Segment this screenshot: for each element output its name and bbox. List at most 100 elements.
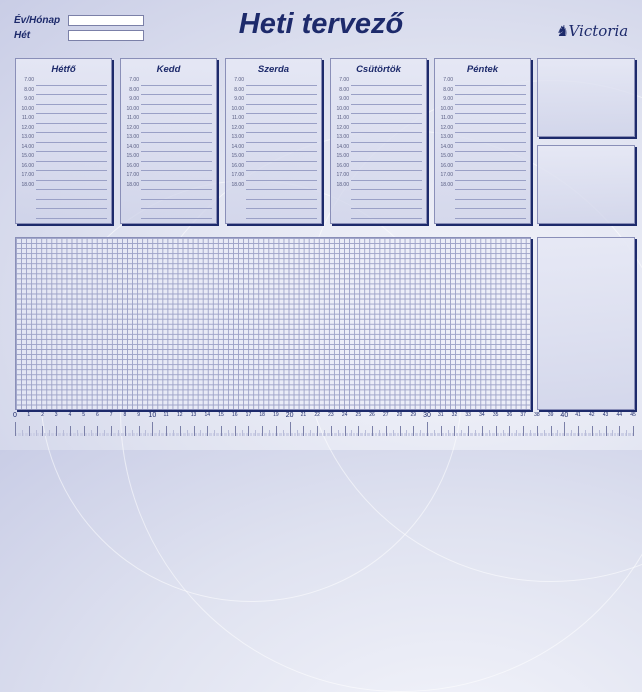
ruler-mm-tick <box>281 433 283 436</box>
ruler-tick <box>454 426 456 436</box>
time-row[interactable]: 18.00 <box>121 182 216 192</box>
time-row[interactable]: 14.00 <box>331 144 426 154</box>
time-row[interactable]: 9.00 <box>226 96 321 106</box>
time-row[interactable]: 17.00 <box>226 172 321 182</box>
time-row[interactable]: 16.00 <box>331 163 426 173</box>
time-row[interactable]: 7.00 <box>331 77 426 87</box>
time-row[interactable]: 15.00 <box>226 153 321 163</box>
time-row[interactable]: 12.00 <box>16 125 111 135</box>
day-column-4[interactable]: Péntek 7.00 8.00 9.00 10.00 11.00 12.00 13.00 14… <box>434 58 531 224</box>
time-row[interactable]: 15.00 <box>331 153 426 163</box>
time-row[interactable]: 11.00 <box>331 115 426 125</box>
time-row[interactable] <box>226 201 321 211</box>
ruler-mm-tick <box>453 433 455 436</box>
grid-area[interactable] <box>15 237 531 410</box>
time-row[interactable]: 9.00 <box>16 96 111 106</box>
time-row[interactable]: 11.00 <box>435 115 530 125</box>
time-row[interactable]: 8.00 <box>121 87 216 97</box>
time-row[interactable] <box>16 191 111 201</box>
time-row[interactable]: 16.00 <box>16 163 111 173</box>
time-row[interactable]: 18.00 <box>331 182 426 192</box>
time-row[interactable]: 13.00 <box>226 134 321 144</box>
time-row[interactable]: 13.00 <box>16 134 111 144</box>
time-row[interactable] <box>331 201 426 211</box>
time-row[interactable] <box>226 210 321 220</box>
time-row[interactable]: 12.00 <box>121 125 216 135</box>
ruler-mm-tick <box>615 433 617 436</box>
time-row[interactable]: 9.00 <box>331 96 426 106</box>
ruler-mm-tick <box>80 433 82 436</box>
day-column-2[interactable]: Szerda 7.00 8.00 9.00 10.00 11.00 12.00 13.00 14… <box>225 58 322 224</box>
time-row[interactable]: 7.00 <box>121 77 216 87</box>
week-field[interactable] <box>68 30 144 41</box>
ruler-mm-tick <box>230 433 232 436</box>
time-row[interactable]: 12.00 <box>226 125 321 135</box>
time-row[interactable]: 10.00 <box>435 106 530 116</box>
time-row[interactable]: 12.00 <box>331 125 426 135</box>
time-row[interactable]: 7.00 <box>435 77 530 87</box>
time-row[interactable]: 14.00 <box>16 144 111 154</box>
time-row[interactable] <box>226 191 321 201</box>
writing-line <box>141 94 212 95</box>
time-row[interactable]: 9.00 <box>121 96 216 106</box>
ruler-mm-tick <box>583 433 585 436</box>
year-month-field[interactable] <box>68 15 144 26</box>
time-row[interactable]: 13.00 <box>331 134 426 144</box>
ruler-tick <box>296 430 298 436</box>
ruler-mm-tick <box>34 433 36 436</box>
time-row[interactable]: 14.00 <box>435 144 530 154</box>
time-row[interactable]: 18.00 <box>435 182 530 192</box>
time-row[interactable]: 10.00 <box>331 106 426 116</box>
time-row[interactable]: 17.00 <box>16 172 111 182</box>
time-row[interactable]: 14.00 <box>226 144 321 154</box>
time-row[interactable]: 14.00 <box>121 144 216 154</box>
time-row[interactable]: 15.00 <box>435 153 530 163</box>
time-row[interactable]: 13.00 <box>435 134 530 144</box>
ruler-mm-tick <box>532 433 534 436</box>
time-row[interactable] <box>435 210 530 220</box>
time-row[interactable]: 17.00 <box>331 172 426 182</box>
time-row[interactable] <box>331 191 426 201</box>
time-row[interactable] <box>121 191 216 201</box>
day-column-3[interactable]: Csütörtök 7.00 8.00 9.00 10.00 11.00 12.00 13.0… <box>330 58 427 224</box>
time-row[interactable] <box>16 201 111 211</box>
time-row[interactable]: 12.00 <box>435 125 530 135</box>
time-row[interactable]: 16.00 <box>435 163 530 173</box>
time-row[interactable]: 11.00 <box>121 115 216 125</box>
time-row[interactable]: 16.00 <box>121 163 216 173</box>
time-row[interactable]: 8.00 <box>16 87 111 97</box>
time-row[interactable]: 10.00 <box>226 106 321 116</box>
time-row[interactable]: 10.00 <box>121 106 216 116</box>
time-row[interactable]: 18.00 <box>16 182 111 192</box>
day-column-0[interactable]: Hétfő 7.00 8.00 9.00 10.00 11.00 12.00 13.00 14.… <box>15 58 112 224</box>
time-row[interactable] <box>435 191 530 201</box>
time-row[interactable]: 8.00 <box>435 87 530 97</box>
notes-box-bottom[interactable] <box>537 237 635 410</box>
time-row[interactable] <box>121 201 216 211</box>
time-row[interactable]: 16.00 <box>226 163 321 173</box>
time-row[interactable]: 17.00 <box>435 172 530 182</box>
time-row[interactable]: 8.00 <box>331 87 426 97</box>
writing-line <box>36 132 107 133</box>
time-row[interactable]: 7.00 <box>226 77 321 87</box>
time-row[interactable]: 15.00 <box>16 153 111 163</box>
time-row[interactable]: 10.00 <box>16 106 111 116</box>
time-row[interactable]: 15.00 <box>121 153 216 163</box>
time-row[interactable] <box>435 201 530 211</box>
time-row[interactable]: 11.00 <box>226 115 321 125</box>
time-row[interactable]: 13.00 <box>121 134 216 144</box>
writing-line <box>36 189 107 190</box>
time-row[interactable]: 18.00 <box>226 182 321 192</box>
time-row[interactable]: 7.00 <box>16 77 111 87</box>
time-row[interactable] <box>331 210 426 220</box>
time-row[interactable]: 9.00 <box>435 96 530 106</box>
notes-box-middle[interactable] <box>537 145 635 224</box>
time-label: 18.00 <box>126 181 139 188</box>
time-row[interactable] <box>121 210 216 220</box>
notes-box-top[interactable] <box>537 58 635 137</box>
time-row[interactable]: 8.00 <box>226 87 321 97</box>
time-row[interactable]: 11.00 <box>16 115 111 125</box>
time-row[interactable] <box>16 210 111 220</box>
day-column-1[interactable]: Kedd 7.00 8.00 9.00 10.00 11.00 12.00 13.00 14.0… <box>120 58 217 224</box>
time-row[interactable]: 17.00 <box>121 172 216 182</box>
